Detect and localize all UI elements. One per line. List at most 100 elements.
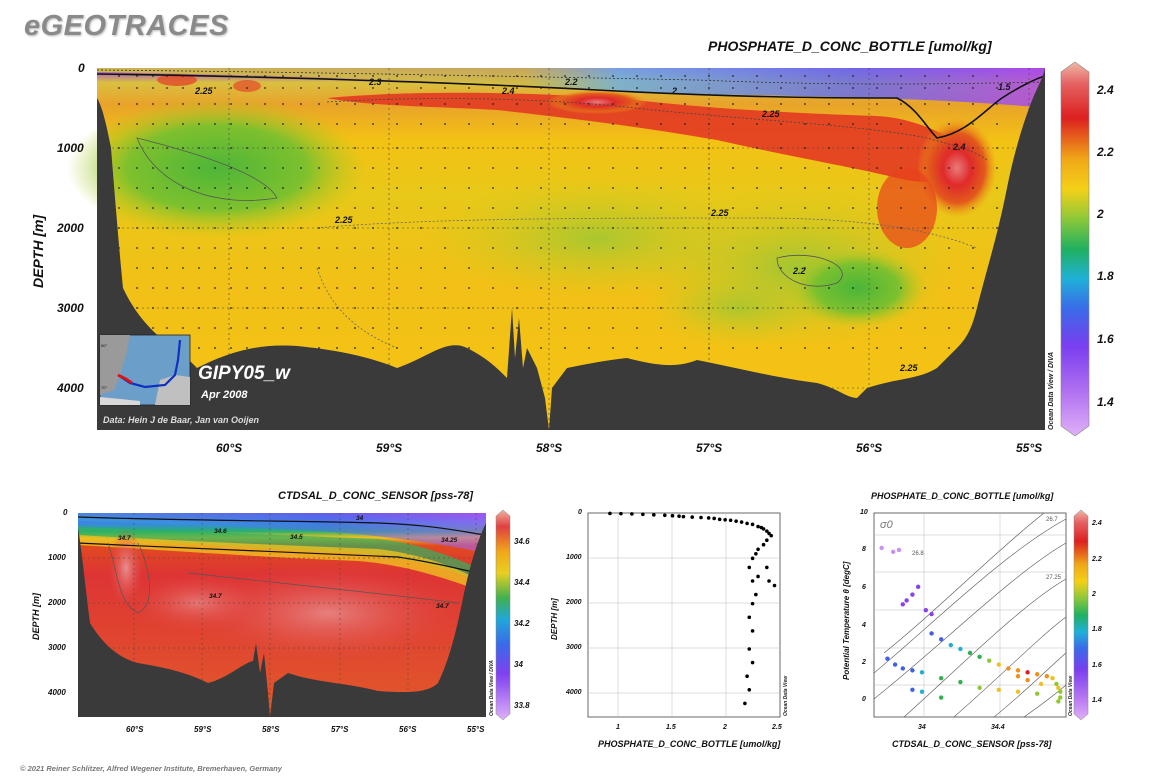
station-sample-dot xyxy=(420,147,422,149)
station-sample-dot xyxy=(828,75,830,77)
station-sample-dot xyxy=(636,287,638,289)
profile-xlabel: PHOSPHATE_D_CONC_BOTTLE [umol/kg] xyxy=(598,739,781,749)
profile-point xyxy=(747,647,752,651)
sal-xtick: 60°S xyxy=(126,725,144,734)
station-sample-dot xyxy=(708,227,710,229)
station-sample-dot xyxy=(136,147,138,149)
ts-colorbar-tick: 2.4 xyxy=(1092,520,1102,527)
station-sample-dot xyxy=(732,307,734,309)
station-sample-dot xyxy=(492,103,494,105)
station-sample-dot xyxy=(264,187,266,189)
station-sample-dot xyxy=(318,307,320,309)
station-sample-dot xyxy=(732,227,734,229)
station-sample-dot xyxy=(264,147,266,149)
station-sample-dot xyxy=(420,207,422,209)
station-sample-dot xyxy=(152,75,154,77)
profile-point xyxy=(728,518,733,523)
station-sample-dot xyxy=(152,207,154,209)
station-sample-dot xyxy=(354,147,356,149)
cruise-date: Apr 2008 xyxy=(201,389,248,401)
main-ytick: 0 xyxy=(78,61,85,75)
station-sample-dot xyxy=(420,187,422,189)
station-sample-dot xyxy=(564,103,566,105)
sal-section-title: CTDSAL_D_CONC_SENSOR [pss-78] xyxy=(278,490,473,502)
station-sample-dot xyxy=(152,307,154,309)
station-sample-dot xyxy=(318,287,320,289)
sal-watermark: Ocean Data View / DIVA xyxy=(489,660,495,716)
ts-point xyxy=(900,602,905,607)
station-sample-dot xyxy=(588,147,590,149)
station-sample-dot xyxy=(540,207,542,209)
profile-watermark: Ocean Data View xyxy=(783,675,789,716)
station-sample-dot xyxy=(396,87,398,89)
station-sample-dot xyxy=(198,227,200,229)
station-sample-dot xyxy=(230,267,232,269)
station-sample-dot xyxy=(420,247,422,249)
station-sample-dot xyxy=(372,307,374,309)
station-sample-dot xyxy=(318,247,320,249)
sal-contour-label: 34.7 xyxy=(436,603,449,610)
station-sample-dot xyxy=(354,167,356,169)
station-sample-dot xyxy=(336,103,338,105)
main-watermark: Ocean Data View / DIVA xyxy=(1048,351,1055,430)
station-sample-dot xyxy=(420,103,422,105)
station-sample-dot xyxy=(444,123,446,125)
station-sample-dot xyxy=(118,167,120,169)
station-sample-dot xyxy=(152,103,154,105)
station-sample-dot xyxy=(972,75,974,77)
ts-plot: σ0 26.7 26.8 27.25 xyxy=(873,512,1067,718)
ts-isopycnal-label: 27.25 xyxy=(1046,575,1062,581)
station-sample-dot xyxy=(230,75,232,77)
station-sample-dot xyxy=(166,267,168,269)
station-sample-dot xyxy=(900,187,902,189)
station-sample-dot xyxy=(780,327,782,329)
station-sample-dot xyxy=(612,347,614,349)
station-sample-dot xyxy=(136,123,138,125)
station-sample-dot xyxy=(166,123,168,125)
station-sample-dot xyxy=(900,167,902,169)
ts-point xyxy=(1015,689,1021,694)
station-sample-dot xyxy=(948,167,950,169)
main-colorbar-tick: 1.8 xyxy=(1097,269,1114,283)
station-sample-dot xyxy=(318,147,320,149)
station-sample-dot xyxy=(924,267,926,269)
station-sample-dot xyxy=(684,207,686,209)
station-sample-dot xyxy=(948,247,950,249)
sal-contour-label: 34.7 xyxy=(209,593,222,600)
profile-point xyxy=(772,583,777,588)
station-sample-dot xyxy=(230,123,232,125)
station-sample-dot xyxy=(468,287,470,289)
profile-point xyxy=(750,556,755,561)
profile-ytick: 0 xyxy=(578,509,582,516)
ts-point xyxy=(939,637,944,642)
station-sample-dot xyxy=(996,87,998,89)
station-sample-dot xyxy=(136,247,138,249)
profile-point xyxy=(756,524,760,529)
sal-contour-label: 34.6 xyxy=(214,528,227,535)
station-sample-dot xyxy=(354,307,356,309)
station-sample-dot xyxy=(396,307,398,309)
station-sample-dot xyxy=(612,167,614,169)
station-sample-dot xyxy=(756,75,758,77)
station-sample-dot xyxy=(300,267,302,269)
station-sample-dot xyxy=(972,267,974,269)
contour-label: 2.25 xyxy=(334,215,354,225)
station-sample-dot xyxy=(948,227,950,229)
station-sample-dot xyxy=(492,147,494,149)
profile-xtick: 2.5 xyxy=(772,724,782,731)
station-sample-dot xyxy=(996,187,998,189)
station-sample-dot xyxy=(230,287,232,289)
station-sample-dot xyxy=(684,167,686,169)
station-sample-dot xyxy=(516,103,518,105)
profile-point xyxy=(734,519,738,523)
station-sample-dot xyxy=(230,147,232,149)
inset-map: 60° 70° xyxy=(99,334,191,406)
station-sample-dot xyxy=(924,147,926,149)
station-sample-dot xyxy=(732,347,734,349)
station-sample-dot xyxy=(230,207,232,209)
ts-point xyxy=(996,662,1001,667)
station-sample-dot xyxy=(708,207,710,209)
station-sample-dot xyxy=(756,103,758,105)
station-sample-dot xyxy=(636,267,638,269)
station-sample-dot xyxy=(564,247,566,249)
